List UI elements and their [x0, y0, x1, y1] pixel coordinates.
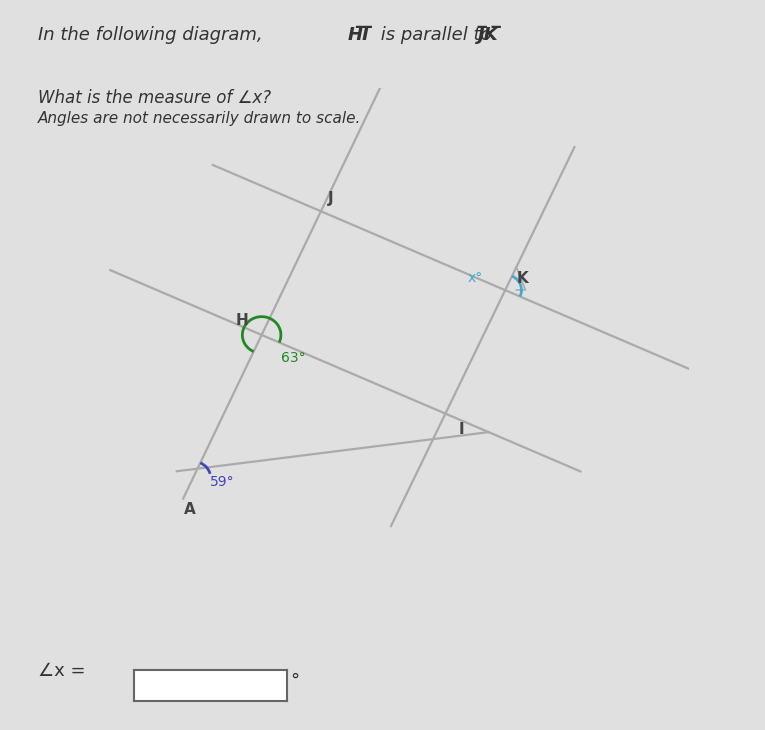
Text: J: J — [328, 191, 334, 206]
Text: H̅I̅: H̅I̅ — [348, 26, 370, 44]
Text: is parallel to: is parallel to — [375, 26, 497, 44]
Text: J̅K̅: J̅K̅ — [478, 26, 499, 44]
Text: 59°: 59° — [210, 475, 234, 489]
Text: H: H — [236, 313, 249, 329]
Text: °: ° — [291, 672, 300, 690]
Text: Angles are not necessarily drawn to scale.: Angles are not necessarily drawn to scal… — [38, 111, 362, 126]
Text: ∠x =: ∠x = — [38, 662, 86, 680]
Text: In the following diagram,: In the following diagram, — [38, 26, 269, 44]
Text: 63°: 63° — [281, 350, 305, 365]
Text: x°: x° — [467, 271, 483, 285]
Text: What is the measure of ∠x?: What is the measure of ∠x? — [38, 89, 272, 107]
Text: A: A — [184, 502, 196, 517]
Text: K: K — [517, 271, 529, 285]
Text: I: I — [458, 422, 464, 437]
